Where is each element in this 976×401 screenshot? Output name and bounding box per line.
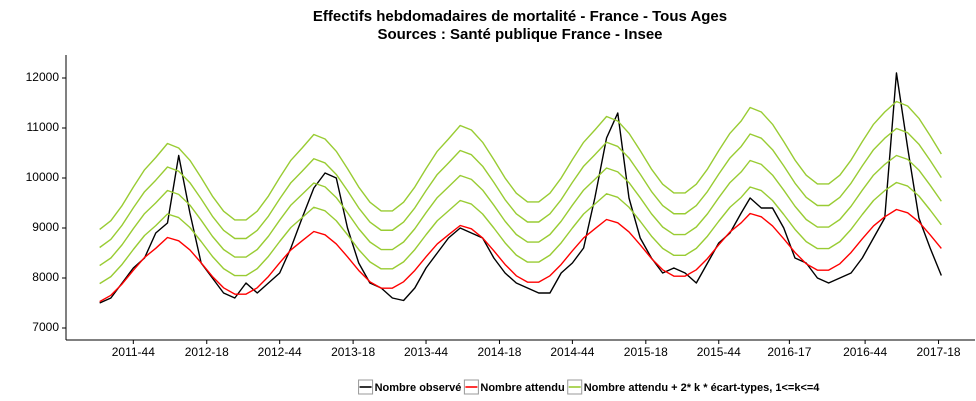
x-tick-label: 2016-17 [767,345,811,359]
series-line [99,127,942,249]
chart-title: Effectifs hebdomadaires de mortalité - F… [313,8,727,25]
x-tick-label: 2013-44 [404,345,448,359]
series-line [99,100,942,231]
x-tick-label: 2015-44 [697,345,741,359]
x-tick-label: 2013-18 [331,345,375,359]
x-tick-label: 2012-44 [258,345,302,359]
y-tick-label: 11000 [27,120,60,134]
x-tick-label: 2011-44 [112,345,155,359]
legend-label: Nombre attendu [480,382,564,394]
x-tick-label: 2016-44 [843,345,887,359]
series-line [99,154,942,267]
x-tick-label: 2017-18 [917,345,961,359]
y-tick-label: 7000 [32,320,59,334]
x-tick-label: 2015-18 [624,345,668,359]
y-tick-label: 12000 [26,70,60,84]
legend: Nombre observé Nombre attendu Nombre atten… [358,379,821,395]
y-tick-label: 10000 [26,170,60,184]
series-line [99,208,942,303]
series-line [99,72,942,304]
legend-label: Nombre observé [375,382,462,394]
x-tick-label: 2014-18 [477,345,521,359]
y-tick-label: 9000 [32,220,59,234]
legend-label: Nombre attendu + 2* k * écart-types, 1<=… [584,382,821,394]
y-tick-label: 8000 [32,270,59,284]
x-tick-label: 2014-44 [550,345,594,359]
series-line [99,181,942,285]
x-tick-label: 2012-18 [185,345,229,359]
chart-subtitle: Sources : Santé publique France - Insee [377,26,662,43]
